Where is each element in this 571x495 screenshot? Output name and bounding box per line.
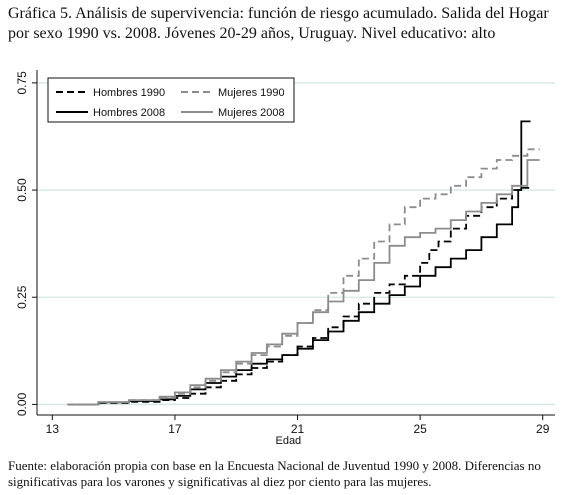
series-lines: [67, 120, 540, 406]
legend-box: [47, 77, 295, 123]
x-tick-label-0: 13: [46, 422, 60, 436]
grid-lines: [37, 82, 555, 406]
legend-label-1: Hombres 2008: [93, 107, 165, 119]
x-tick-label-3: 25: [413, 422, 427, 436]
x-axis-title: Edad: [275, 435, 301, 447]
x-tick-label-4: 29: [536, 422, 550, 436]
axes: 0.00 0.25 0.50 0.75 13 17 21 25 29 Edad: [15, 70, 555, 447]
legend: Hombres 1990 Hombres 2008 Mujeres 1990 Muje…: [47, 77, 295, 123]
legend-label-3: Mujeres 2008: [218, 107, 285, 119]
y-tick-label-0: 0.00: [15, 392, 29, 416]
legend-label-2: Mujeres 1990: [218, 87, 285, 99]
x-tick-label-2: 21: [291, 422, 305, 436]
legend-label-0: Hombres 1990: [93, 87, 165, 99]
y-tick-label-1: 0.25: [15, 285, 29, 309]
series-line-3: [67, 159, 540, 406]
source-footnote: Fuente: elaboración propia con base en l…: [8, 458, 541, 489]
y-tick-label-2: 0.50: [15, 178, 29, 202]
series-line-0: [67, 187, 531, 406]
series-line-2: [67, 148, 540, 406]
x-tick-label-1: 17: [168, 422, 182, 436]
series-line-1: [67, 120, 531, 406]
y-tick-label-3: 0.75: [15, 71, 29, 95]
chart-title: Gráfica 5. Análisis de supervivencia: fu…: [8, 5, 549, 42]
